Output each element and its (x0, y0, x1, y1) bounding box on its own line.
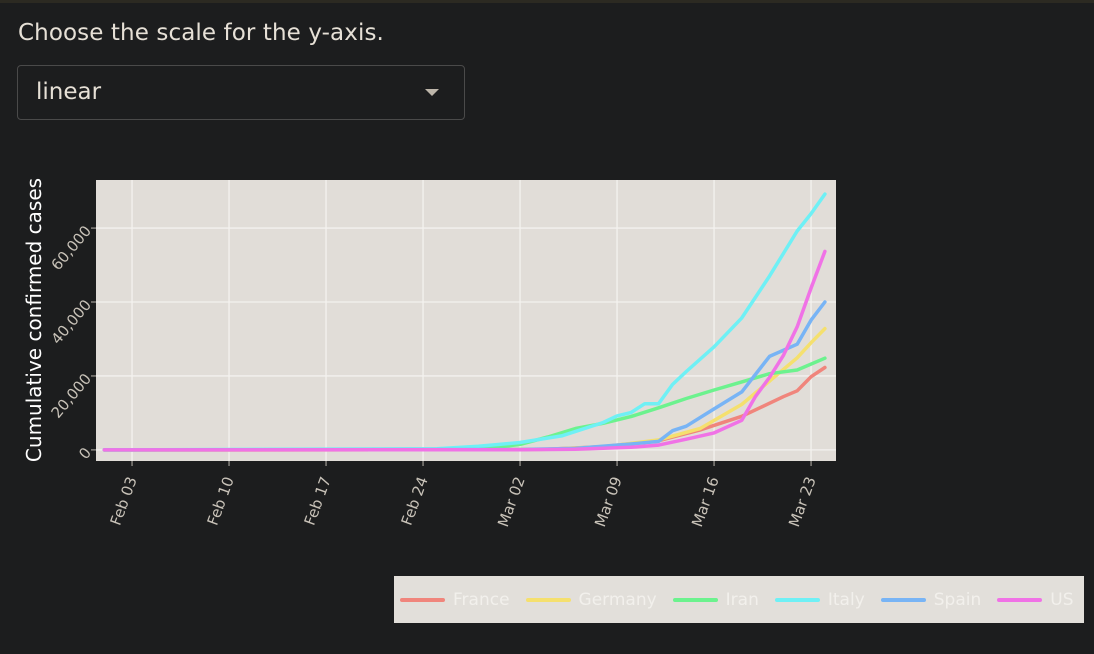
series-lines (102, 192, 827, 452)
y-axis-title: Cumulative confirmed cases (22, 178, 46, 462)
legend-item-iran[interactable]: Iran (672, 589, 759, 610)
x-tick-label: Mar 02 (494, 474, 529, 529)
legend-label: Spain (933, 589, 982, 610)
legend-item-spain[interactable]: Spain (880, 589, 982, 610)
x-tick-label: Mar 16 (688, 474, 723, 529)
series-line-italy (102, 192, 827, 452)
series-line-us (102, 249, 827, 452)
legend-item-us[interactable]: US (997, 589, 1074, 610)
cases-line-chart: Feb 03 Feb 10 Feb 17 Feb 24 Mar 02 Mar 09 Mar … (22, 178, 836, 529)
scale-prompt-label: Choose the scale for the y-axis. (18, 20, 384, 46)
legend-label: France (453, 589, 510, 610)
legend-item-france[interactable]: France (400, 590, 510, 610)
y-axis-scale-select[interactable]: linear (17, 65, 465, 120)
y-axis: 0 20,000 40,000 60,000 (48, 222, 96, 463)
legend-label: US (1050, 589, 1074, 610)
x-tick-label: Feb 17 (301, 474, 335, 528)
chevron-down-icon[interactable] (425, 89, 439, 96)
y-tick-label: 40,000 (48, 296, 96, 348)
top-bar (0, 0, 1094, 3)
y-tick-label: 0 (75, 444, 95, 463)
x-axis: Feb 03 Feb 10 Feb 17 Feb 24 Mar 02 Mar 09 Mar … (107, 461, 820, 529)
legend-item-italy[interactable]: Italy (774, 589, 865, 610)
y-axis-scale-selected-value: linear (36, 79, 102, 105)
legend-item-germany[interactable]: Germany (525, 589, 657, 610)
legend-label: Germany (578, 589, 657, 610)
legend-label: Italy (827, 589, 865, 610)
x-tick-label: Mar 23 (785, 474, 820, 529)
plot-background (96, 180, 836, 461)
x-tick-label: Mar 09 (591, 474, 626, 529)
legend-swatch (997, 597, 1043, 602)
legend-label: Iran (725, 589, 759, 610)
legend-swatch (525, 597, 571, 602)
y-tick-label: 20,000 (48, 370, 96, 422)
x-tick-label: Feb 24 (398, 474, 432, 528)
legend-swatch (774, 597, 820, 602)
chart-legend: France Germany Iran Italy Spain US (394, 576, 1084, 623)
x-tick-label: Feb 10 (204, 474, 238, 528)
series-line-iran (102, 356, 827, 452)
legend-swatch (400, 597, 445, 602)
legend-swatch (672, 597, 718, 602)
x-tick-label: Feb 03 (107, 474, 141, 528)
legend-swatch (880, 597, 926, 602)
y-tick-label: 60,000 (48, 222, 96, 274)
